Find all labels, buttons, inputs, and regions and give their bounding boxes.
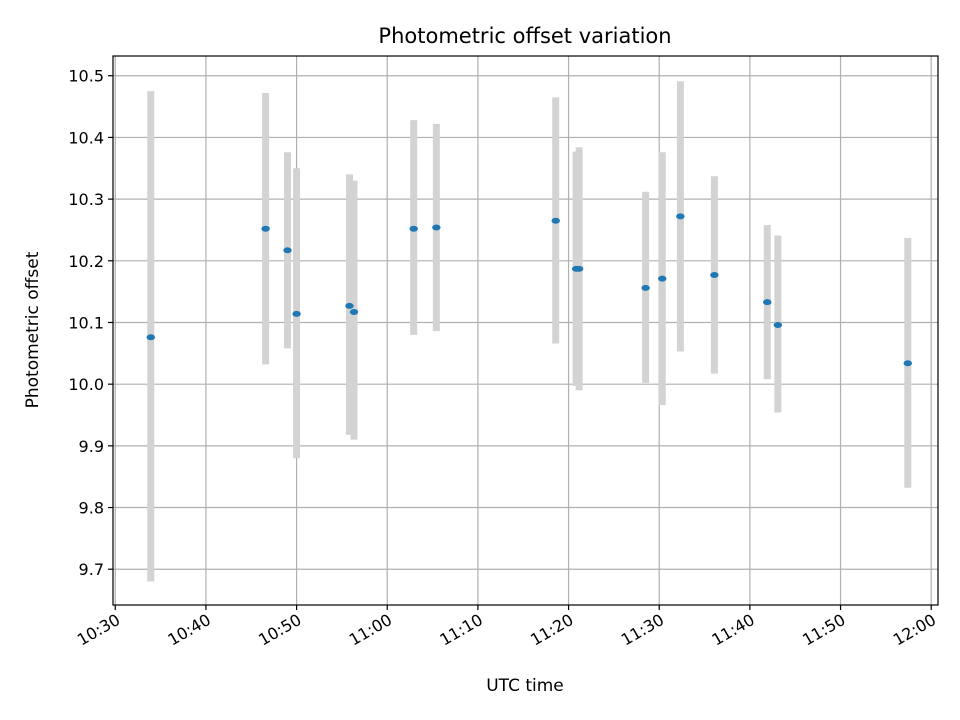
data-point <box>261 225 270 232</box>
x-tick-label: 11:40 <box>708 610 757 650</box>
y-tick-label: 10.5 <box>68 67 104 86</box>
x-axis-title: UTC time <box>486 676 564 696</box>
data-point <box>292 310 301 317</box>
x-tick-label: 11:20 <box>527 610 576 650</box>
data-point <box>349 308 359 315</box>
data-point <box>146 334 155 341</box>
y-axis-ticks: 9.7 9.8 9.9 10.0 10.1 10.2 10.3 10.4 10.5 <box>68 67 113 579</box>
data-point <box>574 265 584 272</box>
x-axis-ticks: 10:30 10:40 10:50 11:00 11:10 11:20 11:30 11:40… <box>74 605 939 650</box>
x-tick-label: 12:00 <box>890 610 939 650</box>
grid-lines <box>113 56 938 605</box>
x-tick-label: 11:10 <box>436 610 485 650</box>
data-point <box>763 299 772 306</box>
x-tick-label: 10:50 <box>255 610 304 650</box>
y-tick-label: 10.3 <box>68 190 104 209</box>
y-axis-title: Photometric offset <box>23 251 43 408</box>
data-point <box>641 284 650 291</box>
data-point <box>551 217 560 224</box>
data-points <box>146 213 912 367</box>
y-tick-label: 10.0 <box>68 375 104 394</box>
x-tick-label: 11:00 <box>346 610 395 650</box>
plot-area-frame <box>112 55 939 606</box>
x-tick-label: 10:40 <box>164 610 213 650</box>
data-point <box>658 275 667 282</box>
chart-title: Photometric offset variation <box>378 24 671 48</box>
x-tick-label: 10:30 <box>74 610 123 650</box>
y-tick-label: 10.4 <box>68 128 104 147</box>
data-point <box>432 224 441 231</box>
y-tick-label: 10.1 <box>68 313 104 332</box>
y-tick-label: 10.2 <box>68 252 104 271</box>
y-tick-label: 9.8 <box>79 499 104 518</box>
data-point <box>773 321 783 328</box>
y-tick-label: 9.9 <box>79 437 104 456</box>
y-tick-label: 9.7 <box>79 560 104 579</box>
x-tick-label: 11:50 <box>799 610 848 650</box>
data-point <box>345 302 354 309</box>
data-point <box>903 360 912 367</box>
data-point <box>409 225 418 232</box>
data-point <box>710 271 719 278</box>
data-point <box>283 247 292 254</box>
x-tick-label: 11:30 <box>618 610 667 650</box>
data-point <box>676 213 685 220</box>
error-bars <box>147 81 912 582</box>
